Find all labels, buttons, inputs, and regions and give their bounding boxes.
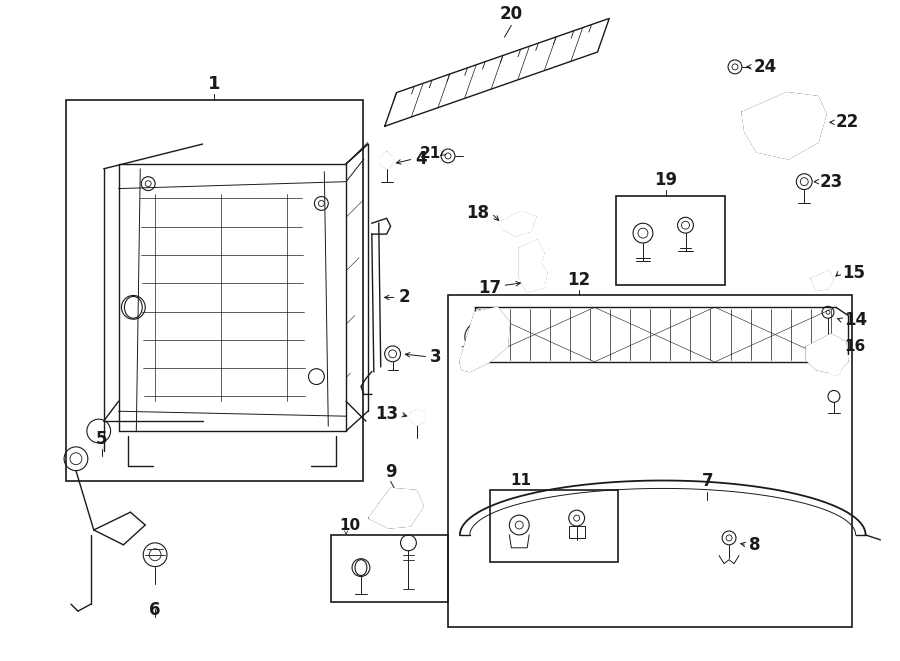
Text: 15: 15	[842, 264, 865, 282]
Text: 24: 24	[754, 58, 777, 76]
Text: 19: 19	[654, 171, 678, 188]
Text: 10: 10	[339, 518, 360, 533]
Text: 3: 3	[430, 348, 442, 366]
Text: 14: 14	[844, 311, 867, 329]
Text: 7: 7	[701, 473, 713, 490]
Bar	[66, 100, 363, 481]
Text: 1: 1	[208, 75, 220, 93]
Bar	[331, 535, 448, 602]
Text: 18: 18	[466, 204, 490, 222]
Text: 22: 22	[836, 113, 860, 132]
Polygon shape	[460, 307, 509, 371]
Text: 4: 4	[416, 150, 427, 168]
Polygon shape	[742, 93, 826, 159]
Polygon shape	[381, 152, 392, 169]
Text: 6: 6	[149, 601, 161, 619]
Text: 5: 5	[96, 430, 107, 448]
Bar	[569, 526, 585, 538]
Text: 12: 12	[567, 270, 590, 289]
Polygon shape	[501, 212, 536, 236]
Text: 13: 13	[375, 405, 399, 423]
Text: 21: 21	[419, 147, 441, 161]
Text: 17: 17	[478, 278, 501, 297]
Bar	[616, 196, 725, 285]
Polygon shape	[826, 352, 842, 375]
Polygon shape	[519, 240, 547, 293]
Text: 23: 23	[820, 173, 843, 190]
Text: 2: 2	[399, 288, 410, 307]
Text: 11: 11	[510, 473, 532, 488]
Text: 16: 16	[844, 339, 865, 354]
Text: 9: 9	[385, 463, 396, 481]
Polygon shape	[806, 334, 848, 373]
Bar	[448, 295, 851, 627]
Text: 8: 8	[749, 536, 760, 554]
Bar	[490, 490, 618, 562]
Text: 20: 20	[500, 5, 523, 23]
Polygon shape	[410, 409, 424, 425]
Polygon shape	[811, 271, 832, 291]
Polygon shape	[369, 488, 423, 528]
